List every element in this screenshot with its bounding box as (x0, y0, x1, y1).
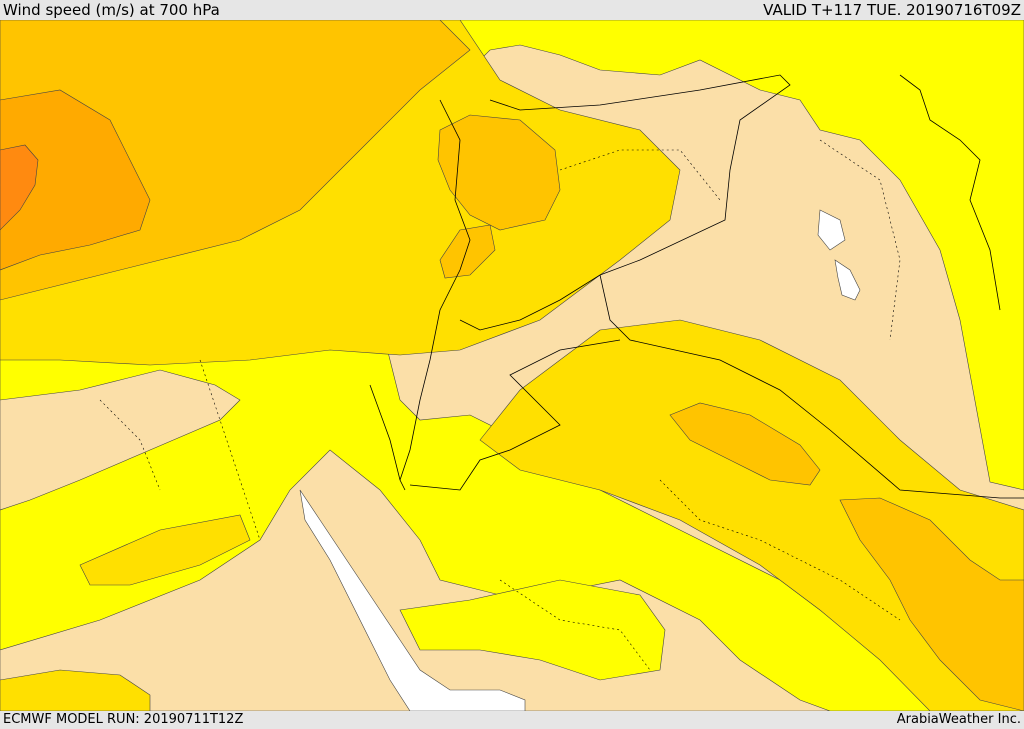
wind-band-gold-east (479, 319, 1024, 711)
wind-band-amber-arabia (669, 402, 821, 486)
no-data-gulf (817, 209, 861, 301)
wind-band-lightest-egypt (0, 369, 241, 511)
credit: ArabiaWeather Inc. (896, 712, 1021, 727)
header-bar: Wind speed (m/s) at 700 hPa VALID T+117 … (0, 0, 1024, 20)
wind-band-gold-south (0, 669, 151, 711)
wind-band-orange (0, 89, 151, 271)
model-run: ECMWF MODEL RUN: 20190711T12Z (3, 712, 244, 727)
province-borders (99, 139, 901, 671)
wind-band-gold-red-sea (79, 514, 251, 586)
footer-bar: ECMWF MODEL RUN: 20190711T12Z ArabiaWeat… (0, 711, 1024, 729)
map-borders (369, 74, 1024, 499)
no-data-red-sea (299, 489, 526, 711)
wind-band-amber-jordan (439, 224, 496, 279)
wind-speed-map[interactable] (0, 20, 1024, 711)
wind-band-yellow-south (399, 579, 666, 681)
valid-time: VALID T+117 TUE. 20190716T09Z (763, 1, 1021, 19)
map-title: Wind speed (m/s) at 700 hPa (3, 1, 220, 19)
wind-band-amber-levant (437, 114, 561, 231)
wind-band-deep-orange (0, 144, 39, 231)
wind-band-amber-southeast (839, 497, 1024, 711)
